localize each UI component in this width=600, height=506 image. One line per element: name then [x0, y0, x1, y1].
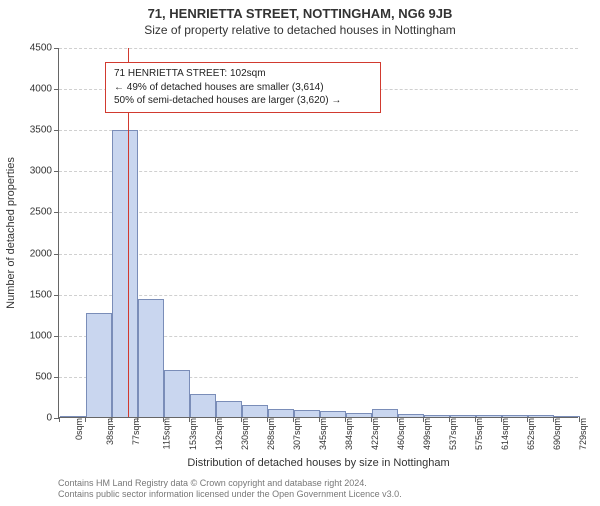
xtick-mark: [111, 417, 112, 422]
ytick-label: 2500: [12, 207, 52, 218]
xtick-label: 307sqm: [292, 418, 302, 450]
xtick-label: 115sqm: [161, 418, 171, 449]
xtick-mark: [371, 417, 372, 422]
xtick-mark: [397, 417, 398, 422]
histogram-bar: [60, 416, 86, 417]
histogram-bar: [86, 313, 112, 417]
xtick-label: 614sqm: [500, 418, 510, 450]
ytick-label: 1500: [12, 289, 52, 300]
ytick-mark: [54, 48, 59, 49]
xtick-mark: [449, 417, 450, 422]
plot-area: Number of detached properties Distributi…: [58, 48, 578, 418]
xtick-label: 345sqm: [318, 418, 328, 450]
ytick-label: 3500: [12, 125, 52, 136]
histogram-bar: [424, 415, 450, 417]
ytick-mark: [54, 89, 59, 90]
histogram-bar: [164, 370, 190, 417]
ytick-mark: [54, 377, 59, 378]
ytick-label: 4000: [12, 84, 52, 95]
xtick-mark: [501, 417, 502, 422]
xtick-label: 690sqm: [552, 418, 562, 450]
footer-line: Contains HM Land Registry data © Crown c…: [58, 478, 402, 489]
xtick-mark: [59, 417, 60, 422]
ytick-label: 1000: [12, 330, 52, 341]
grid-line: [59, 48, 578, 49]
histogram-bar: [216, 401, 242, 417]
xtick-mark: [137, 417, 138, 422]
histogram-bar: [320, 411, 346, 417]
histogram-bar: [528, 415, 554, 417]
ytick-mark: [54, 171, 59, 172]
page-subtitle: Size of property relative to detached ho…: [0, 23, 600, 37]
page-title: 71, HENRIETTA STREET, NOTTINGHAM, NG6 9J…: [0, 6, 600, 21]
ytick-label: 0: [12, 413, 52, 424]
xtick-mark: [345, 417, 346, 422]
xtick-label: 153sqm: [188, 418, 198, 450]
ytick-label: 4500: [12, 43, 52, 54]
xtick-mark: [189, 417, 190, 422]
xtick-mark: [85, 417, 86, 422]
ytick-mark: [54, 336, 59, 337]
xtick-mark: [423, 417, 424, 422]
histogram-bar: [372, 409, 398, 417]
xtick-label: 192sqm: [214, 418, 224, 450]
histogram-bar: [502, 415, 528, 417]
ytick-label: 500: [12, 371, 52, 382]
histogram-bar: [398, 414, 424, 417]
ytick-mark: [54, 254, 59, 255]
xtick-mark: [475, 417, 476, 422]
xtick-mark: [163, 417, 164, 422]
xtick-label: 729sqm: [578, 418, 588, 450]
histogram-bar: [190, 394, 216, 417]
ytick-mark: [54, 295, 59, 296]
xtick-label: 38sqm: [105, 418, 115, 445]
histogram-bar: [476, 415, 502, 417]
xtick-label: 652sqm: [526, 418, 536, 450]
annotation-line: ← 49% of detached houses are smaller (3,…: [114, 81, 372, 95]
xtick-label: 0sqm: [74, 418, 84, 440]
xtick-mark: [215, 417, 216, 422]
x-axis-label: Distribution of detached houses by size …: [187, 457, 449, 469]
xtick-label: 230sqm: [240, 418, 250, 450]
histogram-bar: [242, 405, 268, 417]
xtick-mark: [527, 417, 528, 422]
ytick-mark: [54, 212, 59, 213]
ytick-label: 2000: [12, 248, 52, 259]
chart: Number of detached properties Distributi…: [58, 48, 578, 418]
histogram-bar: [294, 410, 320, 417]
histogram-bar: [138, 299, 164, 417]
xtick-label: 384sqm: [344, 418, 354, 450]
histogram-bar: [112, 130, 138, 417]
histogram-bar: [268, 409, 294, 417]
xtick-label: 537sqm: [448, 418, 458, 450]
y-axis-label: Number of detached properties: [5, 157, 17, 309]
xtick-mark: [267, 417, 268, 422]
xtick-mark: [241, 417, 242, 422]
annotation-line: 71 HENRIETTA STREET: 102sqm: [114, 67, 372, 81]
xtick-mark: [319, 417, 320, 422]
ytick-mark: [54, 130, 59, 131]
xtick-label: 575sqm: [474, 418, 484, 450]
xtick-label: 422sqm: [370, 418, 380, 450]
xtick-mark: [293, 417, 294, 422]
histogram-bar: [554, 416, 580, 417]
histogram-bar: [450, 415, 476, 417]
footer-line: Contains public sector information licen…: [58, 489, 402, 500]
ytick-label: 3000: [12, 166, 52, 177]
xtick-label: 460sqm: [396, 418, 406, 450]
footer-attribution: Contains HM Land Registry data © Crown c…: [58, 478, 402, 501]
xtick-label: 499sqm: [422, 418, 432, 450]
xtick-mark: [553, 417, 554, 422]
histogram-bar: [346, 413, 372, 417]
xtick-mark: [579, 417, 580, 422]
annotation-line: 50% of semi-detached houses are larger (…: [114, 94, 372, 108]
annotation-box: 71 HENRIETTA STREET: 102sqm← 49% of deta…: [105, 62, 381, 113]
xtick-label: 77sqm: [131, 418, 141, 445]
xtick-label: 268sqm: [266, 418, 276, 450]
